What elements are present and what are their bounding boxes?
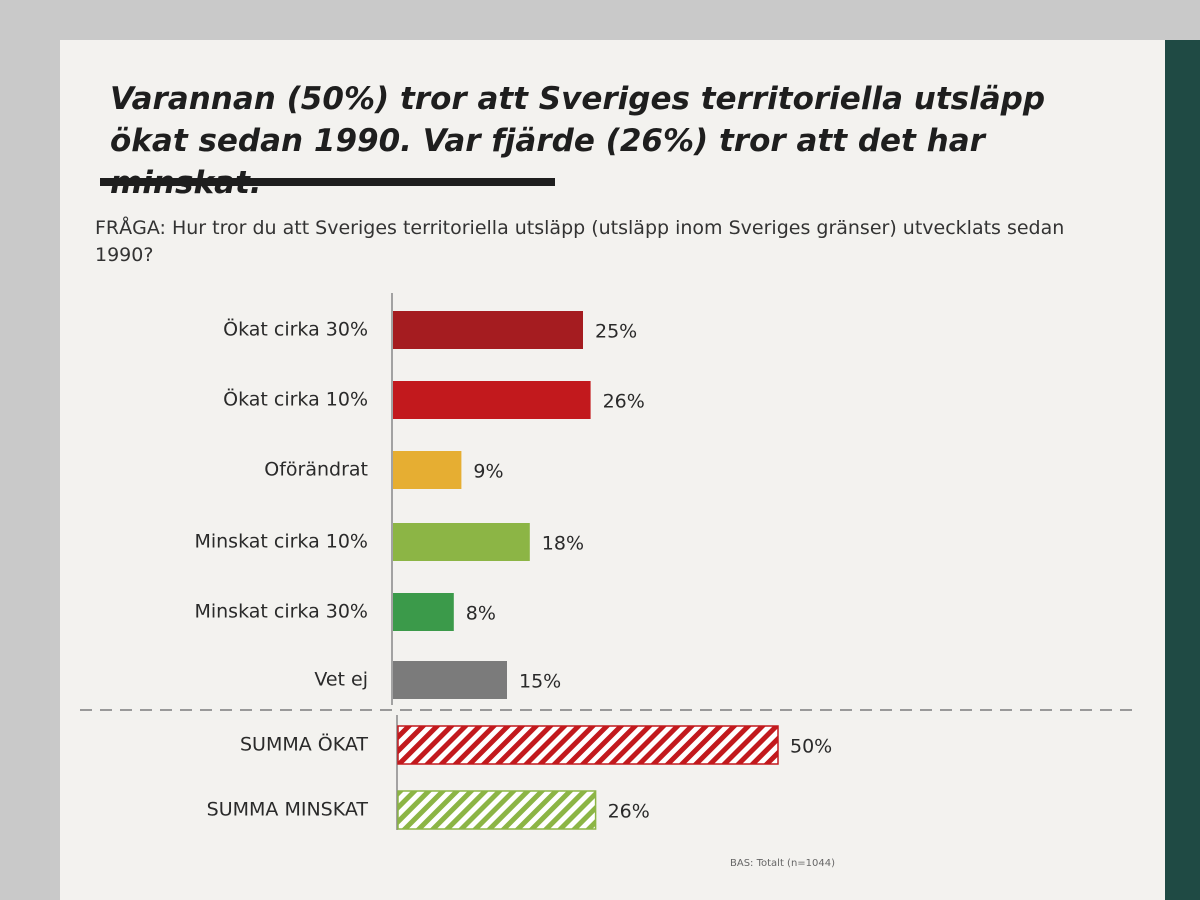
side-strip bbox=[1165, 40, 1200, 900]
value-label: 26% bbox=[603, 391, 645, 413]
value-label: 15% bbox=[519, 671, 561, 693]
category-label: Vet ej bbox=[314, 669, 368, 691]
category-label: Minskat cirka 10% bbox=[194, 531, 368, 553]
bar bbox=[397, 790, 597, 830]
value-label: 9% bbox=[473, 461, 503, 483]
category-label: Ökat cirka 10% bbox=[223, 388, 368, 411]
value-label: 8% bbox=[466, 603, 496, 625]
bar bbox=[393, 593, 454, 631]
title-rule bbox=[100, 178, 555, 186]
value-label: 25% bbox=[595, 321, 637, 343]
bar bbox=[393, 523, 530, 561]
category-label: Ökat cirka 30% bbox=[223, 318, 368, 341]
bar bbox=[393, 311, 583, 349]
bar bbox=[393, 661, 507, 699]
bar bbox=[397, 725, 779, 765]
category-label: Oförändrat bbox=[264, 459, 368, 481]
category-label: SUMMA MINSKAT bbox=[207, 799, 369, 821]
category-label: Minskat cirka 30% bbox=[194, 601, 368, 623]
category-label: SUMMA ÖKAT bbox=[240, 733, 368, 756]
value-label: 26% bbox=[608, 801, 650, 823]
value-label: 50% bbox=[790, 736, 832, 758]
value-label: 18% bbox=[542, 533, 584, 555]
chart-subtitle: FRÅGA: Hur tror du att Sveriges territor… bbox=[95, 217, 1065, 266]
base-note: BAS: Totalt (n=1044) bbox=[730, 858, 836, 869]
bar bbox=[393, 381, 591, 419]
bar bbox=[393, 451, 462, 489]
